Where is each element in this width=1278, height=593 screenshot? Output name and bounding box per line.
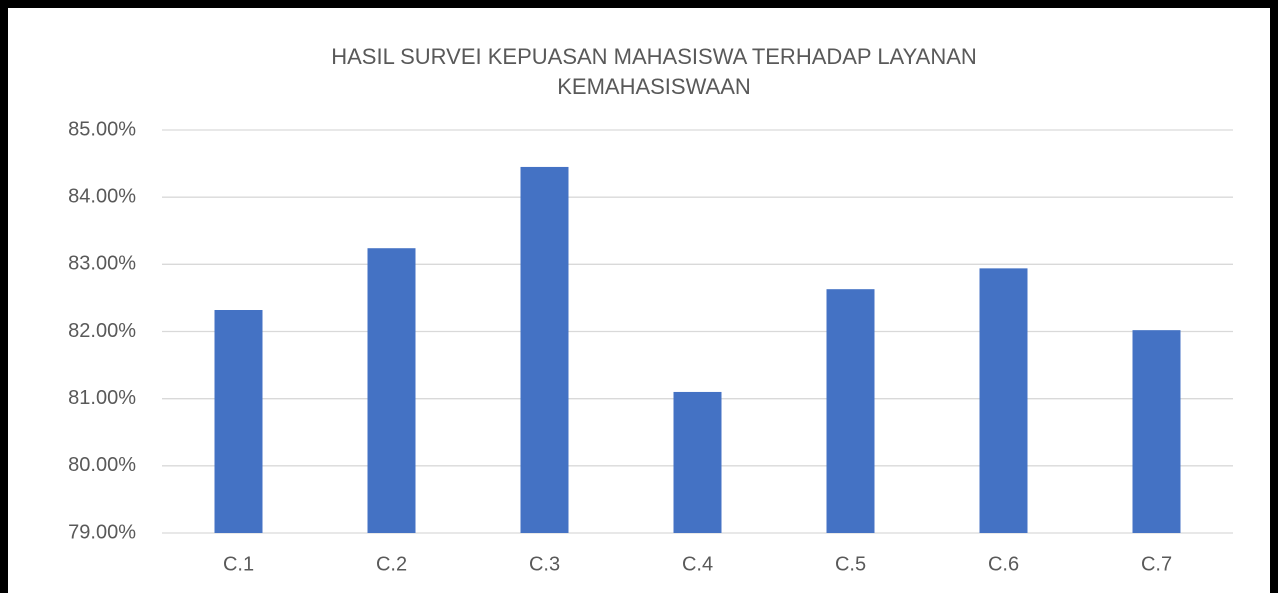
y-tick-label: 81.00%: [68, 387, 136, 409]
bar: [367, 248, 416, 534]
chart-title: HASIL SURVEI KEPUASAN MAHASISWA TERHADAP…: [331, 44, 977, 99]
x-tick-label: C.4: [682, 553, 713, 575]
bar: [520, 166, 569, 534]
y-tick-label: 82.00%: [68, 320, 136, 342]
y-tick-label: 85.00%: [68, 118, 136, 140]
bar: [826, 289, 875, 533]
x-tick-label: C.5: [835, 553, 866, 575]
bar: [979, 268, 1028, 533]
x-tick-label: C.1: [223, 553, 254, 575]
y-tick-label: 83.00%: [68, 253, 136, 275]
bar: [214, 310, 263, 533]
x-tick-label: C.7: [1141, 553, 1172, 575]
x-tick-label: C.3: [529, 553, 560, 575]
bar: [673, 391, 722, 533]
x-tick-label: C.2: [376, 553, 407, 575]
y-tick-label: 84.00%: [68, 185, 136, 207]
y-tick-label: 79.00%: [68, 521, 136, 543]
y-tick-label: 80.00%: [68, 454, 136, 476]
chart: 79.00% 80.00% 81.00% 82.00% 83.00% 84.00% 85.0…: [68, 118, 1233, 575]
x-tick-label: C.6: [988, 553, 1019, 575]
chart-area: HASIL SURVEI KEPUASAN MAHASISWA TERHADAP…: [8, 8, 1270, 593]
bar: [1132, 330, 1181, 533]
